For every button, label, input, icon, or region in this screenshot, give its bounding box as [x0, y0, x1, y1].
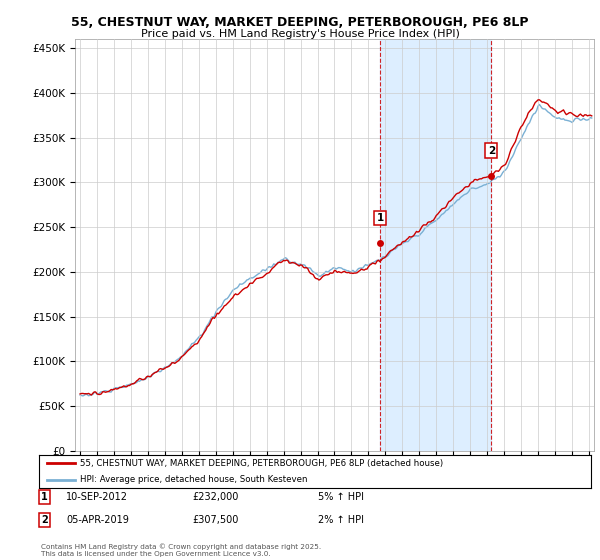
Text: 2: 2 — [488, 146, 495, 156]
Text: Contains HM Land Registry data © Crown copyright and database right 2025.
This d: Contains HM Land Registry data © Crown c… — [41, 544, 321, 557]
Text: £307,500: £307,500 — [192, 515, 238, 525]
Text: 55, CHESTNUT WAY, MARKET DEEPING, PETERBOROUGH, PE6 8LP: 55, CHESTNUT WAY, MARKET DEEPING, PETERB… — [71, 16, 529, 29]
Text: HPI: Average price, detached house, South Kesteven: HPI: Average price, detached house, Sout… — [80, 475, 308, 484]
Text: £232,000: £232,000 — [192, 492, 238, 502]
Bar — [380, 39, 491, 451]
Text: 55, CHESTNUT WAY, MARKET DEEPING, PETERBOROUGH, PE6 8LP (detached house): 55, CHESTNUT WAY, MARKET DEEPING, PETERB… — [80, 459, 443, 468]
Text: 10-SEP-2012: 10-SEP-2012 — [66, 492, 128, 502]
Text: 05-APR-2019: 05-APR-2019 — [66, 515, 129, 525]
Text: 2: 2 — [41, 515, 47, 525]
Text: 5% ↑ HPI: 5% ↑ HPI — [318, 492, 364, 502]
Text: 1: 1 — [377, 213, 384, 223]
Text: 2% ↑ HPI: 2% ↑ HPI — [318, 515, 364, 525]
Text: 1: 1 — [41, 492, 47, 502]
Text: Price paid vs. HM Land Registry's House Price Index (HPI): Price paid vs. HM Land Registry's House … — [140, 29, 460, 39]
